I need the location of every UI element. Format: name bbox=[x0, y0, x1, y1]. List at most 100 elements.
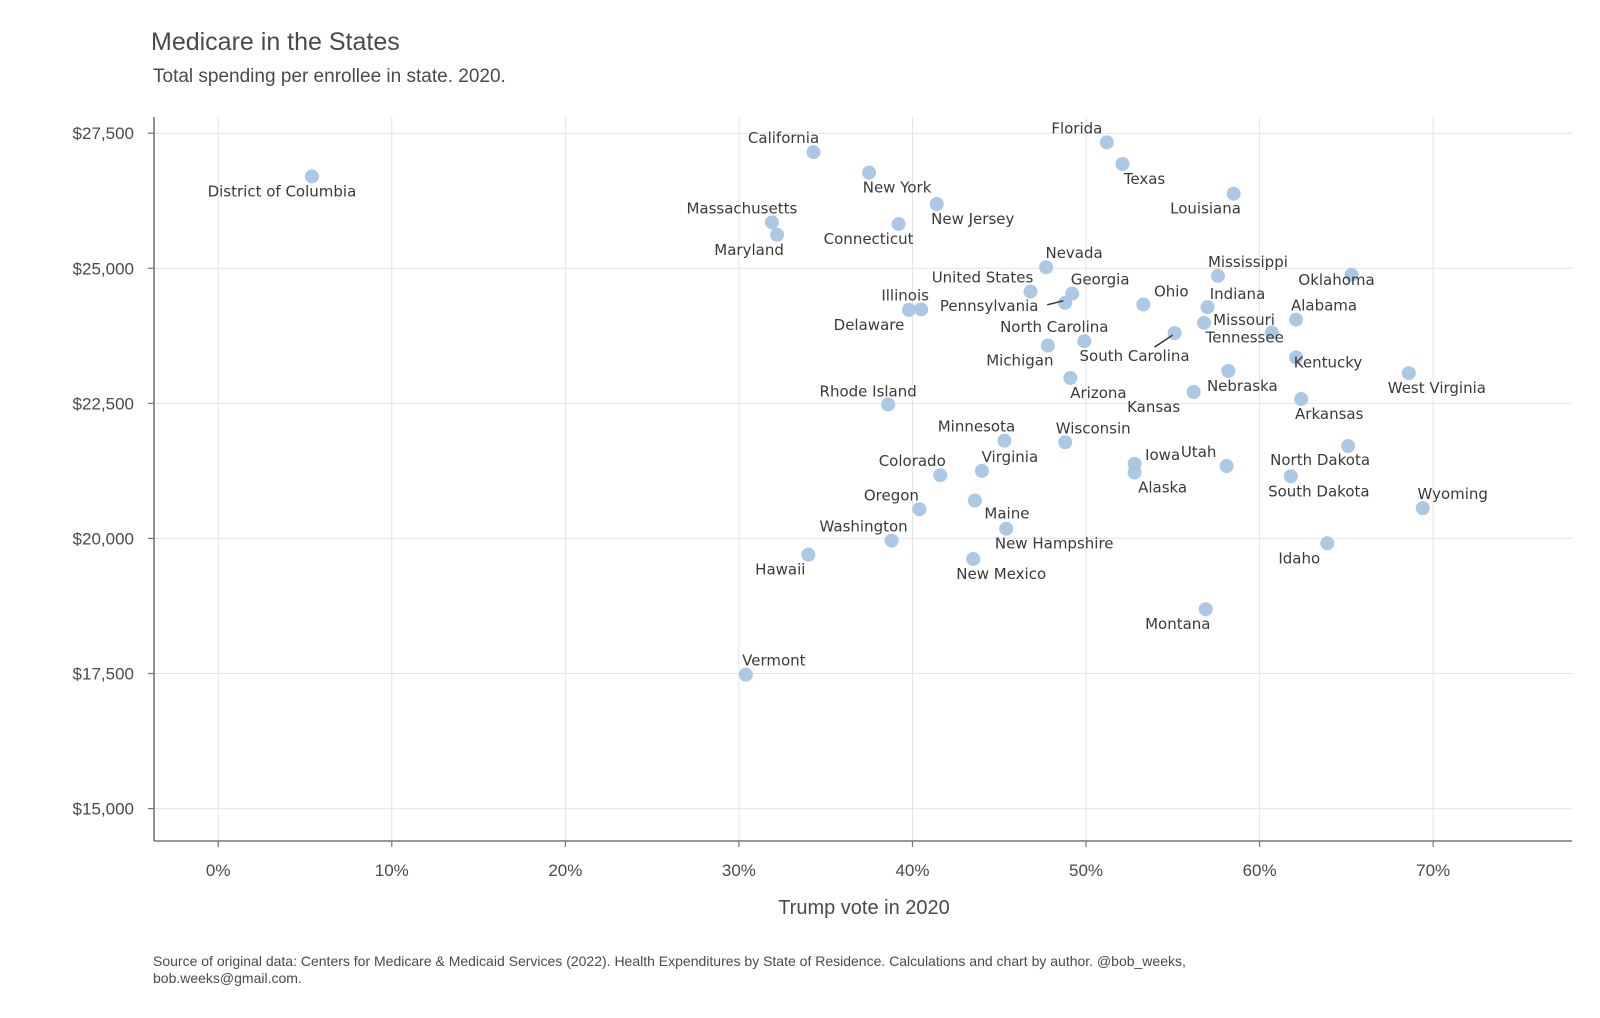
point-label: Rhode Island bbox=[820, 382, 917, 400]
point-label: Tennessee bbox=[1205, 329, 1284, 347]
point-label: South Dakota bbox=[1268, 482, 1370, 500]
point-label: District of Columbia bbox=[208, 182, 357, 200]
y-tick-label: $25,000 bbox=[73, 259, 134, 278]
data-point bbox=[997, 433, 1012, 448]
data-point bbox=[1040, 338, 1055, 353]
data-point bbox=[1289, 312, 1304, 327]
data-point bbox=[1210, 268, 1225, 283]
point-label: Montana bbox=[1145, 615, 1210, 633]
point-labels: District of Columbia California New York Ma… bbox=[208, 119, 1488, 669]
point-label: Oregon bbox=[864, 486, 919, 504]
data-point bbox=[1186, 385, 1201, 400]
chart-subtitle: Total spending per enrollee in state. 20… bbox=[153, 66, 506, 87]
point-label: Massachusetts bbox=[686, 199, 797, 217]
y-tick-label: $20,000 bbox=[73, 529, 134, 548]
point-label: New Mexico bbox=[956, 565, 1046, 583]
data-points bbox=[304, 135, 1430, 682]
point-label: Delaware bbox=[834, 316, 905, 334]
point-label: Indiana bbox=[1210, 285, 1266, 303]
gridlines bbox=[154, 117, 1572, 841]
point-label: Georgia bbox=[1071, 271, 1130, 289]
point-label: Maryland bbox=[714, 241, 784, 259]
y-tick-label: $17,500 bbox=[73, 665, 134, 684]
point-label: Colorado bbox=[879, 452, 946, 470]
point-label: Utah bbox=[1181, 443, 1217, 461]
data-point bbox=[929, 196, 944, 211]
point-label: Maine bbox=[984, 505, 1029, 523]
data-point bbox=[1320, 536, 1335, 551]
point-label: South Carolina bbox=[1080, 347, 1190, 365]
point-label: Wyoming bbox=[1418, 485, 1488, 503]
data-point bbox=[738, 667, 753, 682]
data-point bbox=[1058, 435, 1073, 450]
scatter-chart: District of Columbia California New York Ma… bbox=[73, 117, 1572, 919]
data-point bbox=[914, 302, 929, 317]
data-point bbox=[1226, 186, 1241, 201]
data-point bbox=[1401, 366, 1416, 381]
point-label: Oklahoma bbox=[1298, 271, 1374, 289]
data-point bbox=[912, 502, 927, 517]
point-label: Michigan bbox=[986, 352, 1053, 370]
data-point bbox=[901, 302, 916, 317]
data-point bbox=[1344, 267, 1359, 282]
data-point bbox=[806, 145, 821, 160]
data-point bbox=[933, 468, 948, 483]
point-label: Idaho bbox=[1278, 549, 1320, 567]
point-label: Pennsylvania bbox=[940, 297, 1039, 315]
point-label: Nebraska bbox=[1207, 377, 1278, 395]
y-tick-label: $22,500 bbox=[73, 394, 134, 413]
data-point bbox=[891, 216, 906, 231]
leader-line bbox=[1047, 300, 1064, 306]
point-label: West Virginia bbox=[1388, 379, 1486, 397]
point-label: Vermont bbox=[742, 652, 806, 670]
leader-line bbox=[1154, 334, 1173, 348]
data-point bbox=[884, 533, 899, 548]
point-label: Iowa bbox=[1145, 446, 1180, 464]
data-point bbox=[966, 551, 981, 566]
data-point bbox=[1115, 157, 1130, 172]
data-point bbox=[862, 165, 877, 180]
data-point bbox=[1099, 135, 1114, 150]
data-point bbox=[1127, 465, 1142, 480]
data-point bbox=[1341, 439, 1356, 454]
point-label: New Jersey bbox=[931, 210, 1014, 228]
x-tick-label: 0% bbox=[206, 861, 231, 880]
leader-lines bbox=[1047, 300, 1173, 348]
point-label: Mississippi bbox=[1208, 253, 1288, 271]
x-tick-label: 70% bbox=[1416, 861, 1450, 880]
source-caption: Source of original data: Centers for Med… bbox=[153, 953, 1186, 986]
data-point bbox=[1198, 602, 1213, 617]
point-label: Louisiana bbox=[1170, 200, 1241, 218]
point-label: Florida bbox=[1051, 119, 1102, 137]
data-point bbox=[801, 547, 816, 562]
data-point bbox=[1289, 350, 1304, 365]
data-point bbox=[881, 397, 896, 412]
data-point bbox=[1219, 459, 1234, 474]
x-tick-label: 30% bbox=[722, 861, 756, 880]
data-point bbox=[1200, 300, 1215, 315]
data-point bbox=[1197, 315, 1212, 330]
data-point bbox=[1264, 325, 1279, 340]
data-point bbox=[1023, 284, 1038, 299]
data-point bbox=[967, 493, 982, 508]
x-tick-label: 10% bbox=[375, 861, 409, 880]
point-label: Alaska bbox=[1138, 479, 1187, 497]
y-tick-label: $27,500 bbox=[73, 124, 134, 143]
point-label: Missouri bbox=[1213, 311, 1275, 329]
data-point bbox=[999, 521, 1014, 536]
point-label: Hawaii bbox=[755, 561, 805, 579]
point-label: Kentucky bbox=[1294, 353, 1363, 371]
point-label: North Carolina bbox=[1000, 318, 1108, 336]
point-label: Arizona bbox=[1070, 384, 1126, 402]
tick-labels: 0% 10% 20% 30% 40% 50% 60% 70% $15,000 $17,500 $20… bbox=[73, 124, 1451, 880]
axes bbox=[148, 117, 1572, 847]
data-point bbox=[1077, 334, 1092, 349]
point-label: Washington bbox=[820, 518, 908, 536]
point-label: Ohio bbox=[1154, 282, 1189, 300]
data-point bbox=[1221, 363, 1236, 378]
data-point bbox=[1167, 326, 1182, 341]
point-label: Arkansas bbox=[1295, 405, 1364, 423]
x-tick-label: 50% bbox=[1069, 861, 1103, 880]
data-point bbox=[1294, 392, 1309, 407]
data-point bbox=[1415, 501, 1430, 516]
